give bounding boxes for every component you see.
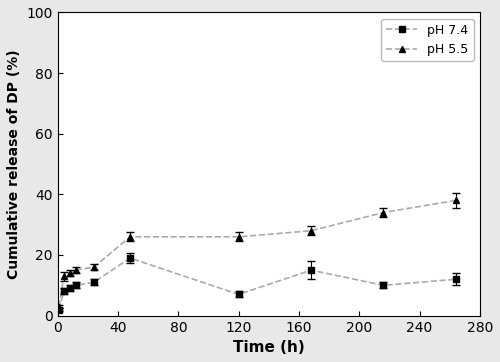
Legend: pH 7.4, pH 5.5: pH 7.4, pH 5.5 — [381, 19, 474, 61]
Y-axis label: Cumulative release of DP (%): Cumulative release of DP (%) — [7, 49, 21, 279]
X-axis label: Time (h): Time (h) — [233, 340, 304, 355]
